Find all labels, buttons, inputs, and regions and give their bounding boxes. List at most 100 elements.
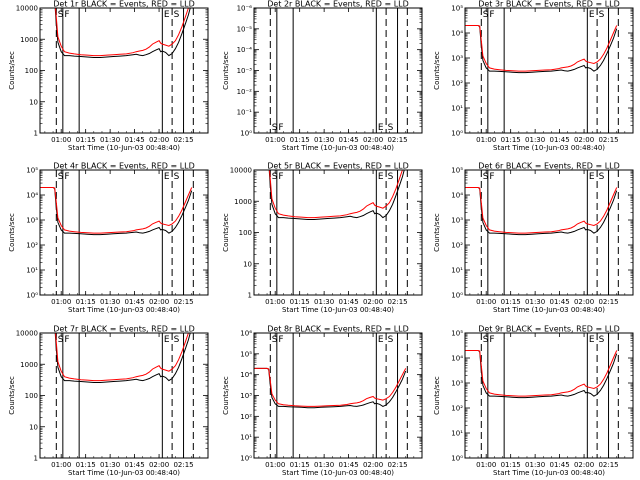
marker-label: S — [58, 10, 64, 20]
x-tick-label: 01:30 — [314, 136, 334, 144]
x-tick-label: 02:15 — [173, 461, 193, 469]
x-axis-label: Start Time (10-Jun-03 00:48:40) — [282, 144, 394, 152]
panel-7: Det 7r BLACK = Events, RED = LLD 1 10 100 10… — [8, 325, 209, 477]
y-tick-label: 10000 — [16, 5, 38, 13]
panel-title: Det 2r BLACK = Events, RED = LLD — [267, 0, 409, 9]
x-tick-label: 01:30 — [314, 298, 334, 306]
marker-label: S — [388, 123, 394, 133]
y-axis-label: Counts/sec — [433, 51, 441, 90]
y-tick-label: 10⁰ — [240, 130, 252, 138]
events-series-line — [254, 367, 407, 409]
marker-label: F — [278, 123, 283, 133]
y-tick-label: 10¹ — [451, 105, 463, 113]
y-tick-label: 10⁵ — [451, 167, 463, 175]
marker-label: F — [64, 172, 69, 182]
events-series-line — [465, 25, 618, 74]
y-tick-label: 10⁵ — [451, 330, 463, 338]
marker-label: S — [174, 335, 180, 345]
x-tick-label: 01:45 — [125, 136, 145, 144]
x-tick-label: 02:00 — [149, 461, 169, 469]
marker-label: E — [164, 10, 170, 20]
marker-label: S — [483, 10, 489, 20]
x-tick-label: 01:15 — [290, 136, 310, 144]
y-tick-label: 10² — [451, 242, 463, 250]
marker-label: F — [64, 10, 69, 20]
x-axis-label: Start Time (10-Jun-03 00:48:40) — [68, 306, 180, 314]
marker-label: E — [378, 123, 384, 133]
x-tick-label: 01:15 — [76, 461, 96, 469]
y-axis-label: Counts/sec — [222, 376, 230, 415]
marker-label: E — [589, 335, 595, 345]
marker-label: E — [378, 172, 384, 182]
y-tick-label: 10² — [451, 405, 463, 413]
panel-title: Det 3r BLACK = Events, RED = LLD — [478, 0, 620, 9]
marker-label: E — [378, 335, 384, 345]
y-tick-label: 10⁻² — [237, 88, 253, 96]
x-tick-label: 02:00 — [363, 461, 383, 469]
y-tick-label: 10⁰ — [451, 292, 463, 300]
y-tick-label: 1000 — [20, 361, 38, 369]
y-axis-label: Counts/sec — [222, 51, 230, 90]
x-tick-label: 01:30 — [525, 136, 545, 144]
x-tick-label: 01:30 — [100, 136, 120, 144]
y-tick-label: 10⁵ — [240, 350, 252, 358]
x-tick-label: 02:00 — [363, 298, 383, 306]
plot-frame — [253, 7, 423, 134]
marker-label: S — [58, 172, 64, 182]
x-tick-label: 01:15 — [290, 461, 310, 469]
y-tick-label: 10 — [243, 260, 252, 268]
panel-title: Det 1r BLACK = Events, RED = LLD — [53, 0, 195, 9]
x-tick-label: 02:15 — [387, 298, 407, 306]
marker-label: E — [589, 10, 595, 20]
lld-series-line — [465, 350, 618, 397]
x-axis-label: Start Time (10-Jun-03 00:48:40) — [282, 469, 394, 477]
y-tick-label: 10² — [26, 242, 38, 250]
y-tick-label: 10⁻⁶ — [237, 5, 253, 13]
plot-frame — [464, 169, 634, 296]
x-tick-label: 01:00 — [265, 298, 285, 306]
panel-4: Det 4r BLACK = Events, RED = LLD 10⁰ 10¹ 10… — [8, 162, 209, 314]
y-tick-label: 10⁵ — [26, 167, 38, 175]
x-axis-label: Start Time (10-Jun-03 00:48:40) — [493, 144, 605, 152]
x-tick-label: 02:15 — [387, 461, 407, 469]
y-tick-label: 10 — [29, 98, 38, 106]
x-tick-label: 01:00 — [51, 461, 71, 469]
y-tick-label: 10⁵ — [451, 5, 463, 13]
x-tick-label: 01:45 — [550, 461, 570, 469]
y-tick-label: 10³ — [240, 392, 252, 400]
x-tick-label: 02:15 — [598, 298, 618, 306]
x-tick-label: 01:45 — [339, 136, 359, 144]
x-tick-label: 01:15 — [501, 298, 521, 306]
plot-frame — [464, 332, 634, 459]
y-tick-label: 10³ — [451, 380, 463, 388]
y-axis-label: Counts/sec — [222, 213, 230, 252]
y-tick-label: 10³ — [451, 217, 463, 225]
plot-frame — [39, 7, 209, 134]
lld-series-line — [54, 333, 189, 382]
x-axis-label: Start Time (10-Jun-03 00:48:40) — [493, 306, 605, 314]
x-tick-label: 02:15 — [173, 298, 193, 306]
x-tick-label: 02:15 — [173, 136, 193, 144]
marker-label: S — [272, 123, 278, 133]
marker-label: S — [388, 172, 394, 182]
marker-label: F — [278, 335, 283, 345]
lld-series-line — [268, 170, 403, 219]
events-series-line — [465, 350, 618, 399]
x-tick-label: 01:30 — [100, 461, 120, 469]
panel-title: Det 4r BLACK = Events, RED = LLD — [53, 162, 195, 171]
marker-label: F — [278, 172, 283, 182]
y-tick-label: 10³ — [451, 55, 463, 63]
marker-label: S — [599, 172, 605, 182]
lld-series-line — [465, 25, 618, 72]
y-tick-label: 10 — [29, 423, 38, 431]
y-tick-label: 10² — [240, 413, 252, 421]
y-tick-label: 10⁰ — [26, 292, 38, 300]
x-tick-label: 02:00 — [149, 136, 169, 144]
y-tick-label: 10⁻⁵ — [237, 25, 253, 33]
y-tick-label: 1 — [34, 130, 38, 138]
panel-title: Det 5r BLACK = Events, RED = LLD — [267, 162, 409, 171]
marker-label: S — [58, 335, 64, 345]
x-tick-label: 01:00 — [476, 136, 496, 144]
y-tick-label: 10⁴ — [240, 371, 252, 379]
x-tick-label: 02:00 — [574, 136, 594, 144]
